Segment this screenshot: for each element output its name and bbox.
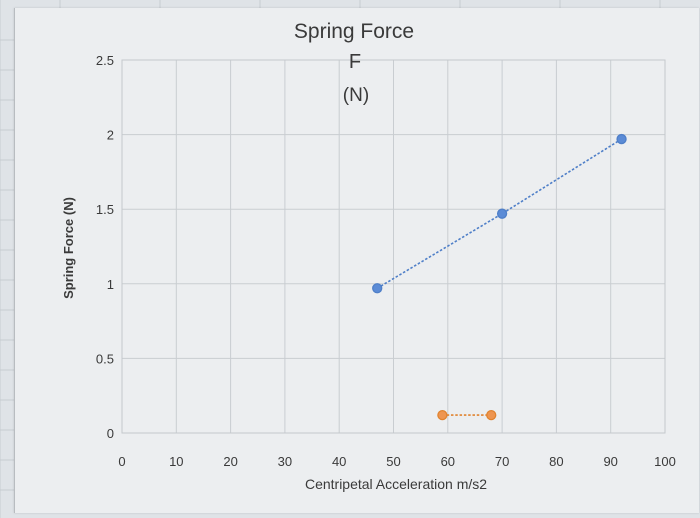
- x-tick-label: 60: [441, 454, 455, 469]
- y-tick-label: 2: [107, 128, 114, 143]
- series-line: [376, 138, 622, 289]
- y-axis-label: Spring Force (N): [61, 197, 76, 299]
- x-tick-label: 90: [603, 454, 617, 469]
- x-tick-label: 50: [386, 454, 400, 469]
- series-1: [372, 133, 627, 294]
- x-tick-label: 0: [118, 454, 125, 469]
- chart-subtitle-line-1: F: [349, 51, 361, 73]
- x-tick-label: 20: [223, 454, 237, 469]
- y-tick-label: 0.5: [96, 351, 114, 366]
- x-tick-label: 80: [549, 454, 563, 469]
- data-point: [437, 409, 448, 421]
- series-layer: [372, 133, 627, 421]
- x-tick-label: 100: [654, 454, 676, 469]
- y-tick-label: 1.5: [96, 202, 114, 217]
- data-point: [372, 283, 383, 294]
- chart-subtitle-line-2: (N): [343, 85, 369, 106]
- x-tick-label: 30: [278, 454, 292, 469]
- data-point: [486, 409, 497, 421]
- y-tick-label: 2.5: [96, 53, 114, 68]
- data-point: [496, 208, 508, 219]
- gridlines: [121, 59, 666, 434]
- x-tick-label: 40: [332, 454, 346, 469]
- chart-title: Spring Force: [294, 20, 414, 43]
- scatter-chart: 0 10 20 30 40 50 60 70 80 90 100 0 0.5 1 1.5 2 2.5 Sprin…: [61, 20, 676, 492]
- x-tick-label: 70: [495, 454, 509, 469]
- data-point: [616, 133, 627, 145]
- y-tick-label: 1: [107, 277, 114, 292]
- chart-area[interactable]: 0 10 20 30 40 50 60 70 80 90 100 0 0.5 1 1.5 2 2.5 Sprin…: [14, 8, 699, 513]
- series-2: [437, 409, 497, 421]
- x-axis-label: Centripetal Acceleration m/s2: [305, 476, 487, 492]
- tick-labels: 0 10 20 30 40 50 60 70 80 90 100 0 0.5 1 1.5 2 2.5: [96, 53, 676, 469]
- y-tick-label: 0: [107, 426, 114, 441]
- x-tick-label: 10: [169, 454, 183, 469]
- plot-frame: [121, 59, 666, 434]
